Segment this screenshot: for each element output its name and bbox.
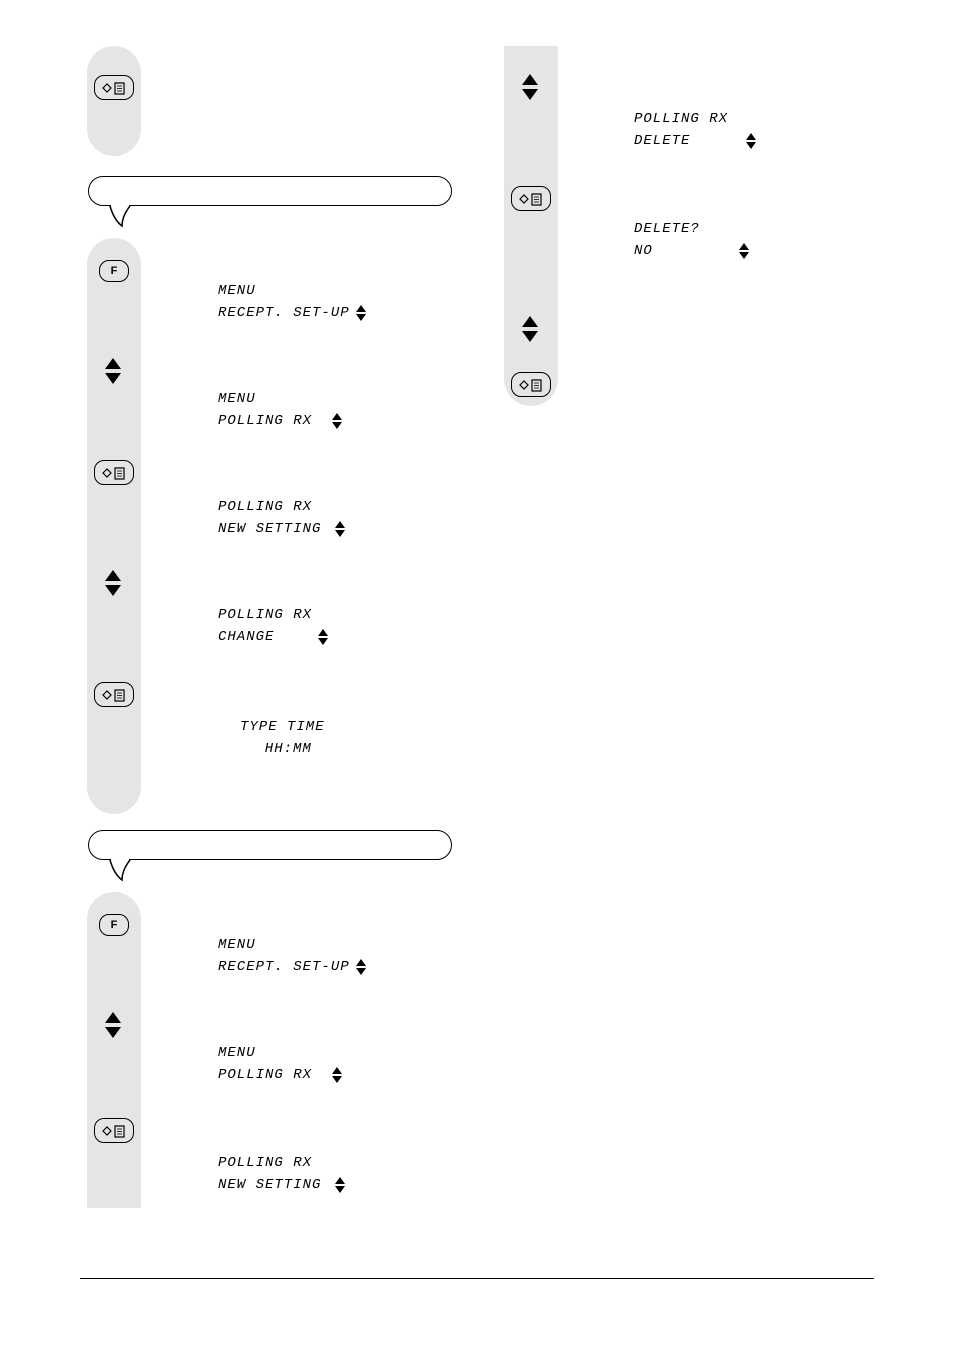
updown-indicator xyxy=(318,629,328,645)
lcd-block-7: MENU POLLING RX xyxy=(218,1042,342,1086)
lcd-block-5: TYPE TIME HH:MM xyxy=(240,716,325,760)
updown-indicator xyxy=(335,521,345,537)
lcd-text: MENU xyxy=(218,391,256,407)
lcd-text: POLLING RX xyxy=(634,111,728,127)
start-icon xyxy=(99,1122,129,1140)
lcd-text: POLLING RX xyxy=(218,1067,312,1083)
lcd-text: NO xyxy=(634,243,653,259)
lcd-text: MENU xyxy=(218,283,256,299)
footer-divider xyxy=(80,1278,874,1279)
updown-key-r2[interactable] xyxy=(522,316,538,342)
lcd-text: MENU xyxy=(218,937,256,953)
start-key-2[interactable] xyxy=(94,682,134,707)
lcd-text: HH:MM xyxy=(265,741,312,757)
lcd-text: POLLING RX xyxy=(218,1155,312,1171)
updown-key-3[interactable] xyxy=(105,1012,121,1038)
lcd-block-2: MENU POLLING RX xyxy=(218,388,342,432)
lcd-text: DELETE xyxy=(634,133,690,149)
updown-indicator xyxy=(739,243,749,259)
lcd-block-r1: POLLING RX DELETE xyxy=(634,108,756,152)
lcd-text: POLLING RX xyxy=(218,413,312,429)
start-key-r2[interactable] xyxy=(511,372,551,397)
start-key-top[interactable] xyxy=(94,75,134,100)
f-key-label: F xyxy=(111,265,118,277)
page: F MENU RECEPT. SET-UP MENU POLLING RX PO… xyxy=(0,0,954,1351)
lcd-block-8: POLLING RX NEW SETTING xyxy=(218,1152,345,1196)
lcd-block-3: POLLING RX NEW SETTING xyxy=(218,496,345,540)
strip-left-2 xyxy=(87,892,141,1208)
lcd-text: RECEPT. SET-UP xyxy=(218,305,350,321)
updown-key-r1[interactable] xyxy=(522,74,538,100)
lcd-text: RECEPT. SET-UP xyxy=(218,959,350,975)
lcd-block-r2: DELETE? NO xyxy=(634,218,749,262)
strip-right xyxy=(504,46,558,406)
lcd-text: MENU xyxy=(218,1045,256,1061)
lcd-text: NEW SETTING xyxy=(218,1177,321,1193)
lcd-text: NEW SETTING xyxy=(218,521,321,537)
speech-bubble-1 xyxy=(88,176,452,206)
f-key-2[interactable]: F xyxy=(99,914,129,936)
start-icon xyxy=(99,686,129,704)
start-icon xyxy=(99,464,129,482)
start-key-3[interactable] xyxy=(94,1118,134,1143)
updown-indicator xyxy=(335,1177,345,1193)
updown-indicator xyxy=(356,305,366,321)
updown-indicator xyxy=(332,1067,342,1083)
start-key-r1[interactable] xyxy=(511,186,551,211)
f-key-1[interactable]: F xyxy=(99,260,129,282)
start-icon xyxy=(516,376,546,394)
start-key-1[interactable] xyxy=(94,460,134,485)
lcd-text: POLLING RX xyxy=(218,607,312,623)
lcd-block-4: POLLING RX CHANGE xyxy=(218,604,328,648)
speech-tail-2 xyxy=(108,858,132,882)
lcd-text: POLLING RX xyxy=(218,499,312,515)
f-key-label: F xyxy=(111,919,118,931)
lcd-text: CHANGE xyxy=(218,629,274,645)
lcd-text: TYPE TIME xyxy=(240,719,325,735)
lcd-block-6: MENU RECEPT. SET-UP xyxy=(218,934,366,978)
strip-top-left xyxy=(87,46,141,156)
speech-tail-1 xyxy=(108,204,132,228)
start-icon xyxy=(516,190,546,208)
updown-indicator xyxy=(356,959,366,975)
lcd-text: DELETE? xyxy=(634,221,700,237)
updown-key-1[interactable] xyxy=(105,358,121,384)
lcd-block-1: MENU RECEPT. SET-UP xyxy=(218,280,366,324)
strip-left-1 xyxy=(87,238,141,814)
updown-key-2[interactable] xyxy=(105,570,121,596)
updown-indicator xyxy=(746,133,756,149)
updown-indicator xyxy=(332,413,342,429)
speech-bubble-2 xyxy=(88,830,452,860)
start-icon xyxy=(99,79,129,97)
